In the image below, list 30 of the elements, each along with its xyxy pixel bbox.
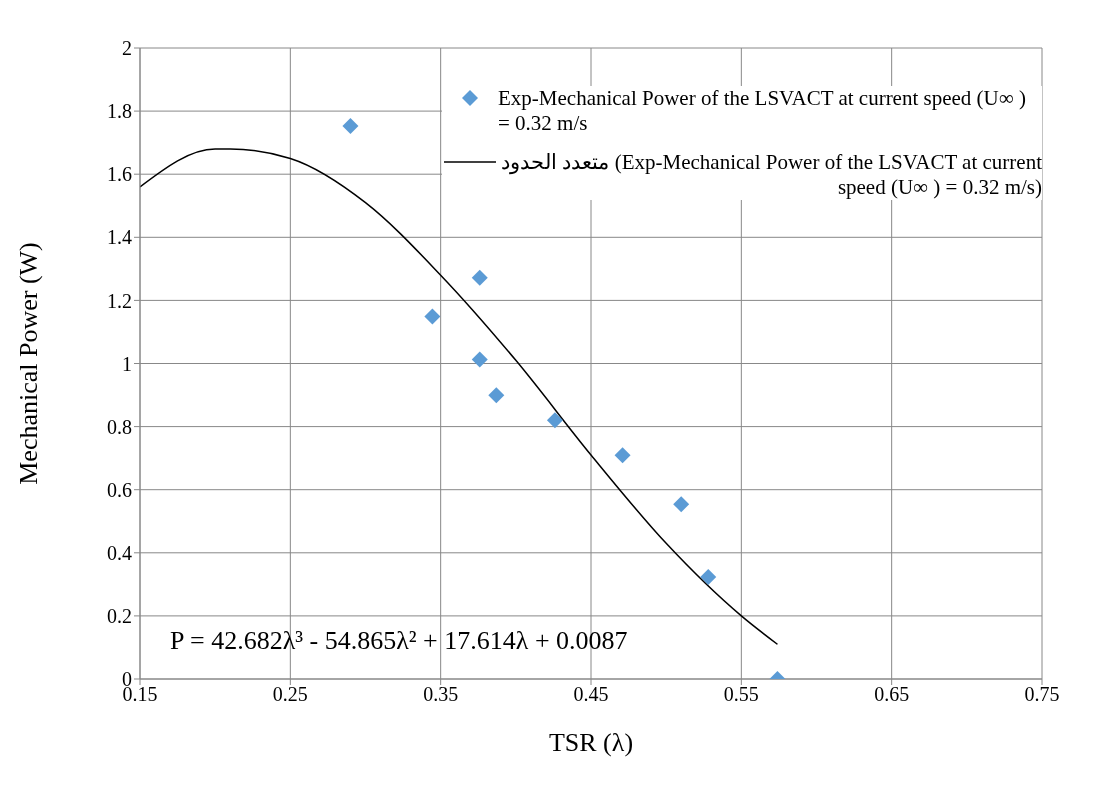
point — [471, 269, 488, 286]
x-tick-label: 0.55 — [723, 683, 759, 706]
y-tick-label: 1 — [122, 352, 132, 375]
legend-label: متعدد الحدود (Exp-Mechanical Power of the LSVACT at current speed (U∞ ) = 0.32 m/s) — [500, 150, 1042, 200]
x-axis-title: TSR (λ) — [548, 728, 634, 757]
y-tick-label: 1.8 — [107, 100, 132, 123]
y-tick-label: 0.6 — [107, 478, 132, 501]
y-tick-label: 1.2 — [107, 289, 132, 312]
x-tick-label: 0.65 — [874, 683, 910, 706]
annotation: P = 42.682λ³ - 54.865λ² + 17.614λ + 0.0087 — [170, 626, 628, 656]
y-tick-label: 2 — [122, 37, 132, 60]
x-tick-label: 0.45 — [573, 683, 609, 706]
point — [424, 308, 441, 325]
point — [488, 387, 505, 404]
y-tick-label: 0.2 — [107, 605, 132, 627]
y-axis-title: Mechanical Power (W) — [14, 242, 44, 485]
point — [700, 569, 717, 586]
y-tick-label: 0.4 — [107, 541, 132, 564]
x-tick-label: 0.75 — [1024, 683, 1060, 706]
legend-label: Exp-Mechanical Power of the LSVACT at current speed (U∞ ) = 0.32 m/s — [498, 86, 1027, 136]
x-tick-label: 0.35 — [423, 683, 459, 706]
y-tick-label: 1.6 — [107, 163, 132, 186]
point — [342, 117, 359, 134]
y-tick-label: 0.8 — [107, 415, 132, 438]
point — [546, 412, 563, 429]
point — [471, 351, 488, 368]
x-tick-label: 0.25 — [272, 683, 308, 706]
y-tick-label: 1.4 — [107, 226, 132, 249]
point — [614, 447, 631, 464]
point — [673, 496, 690, 513]
